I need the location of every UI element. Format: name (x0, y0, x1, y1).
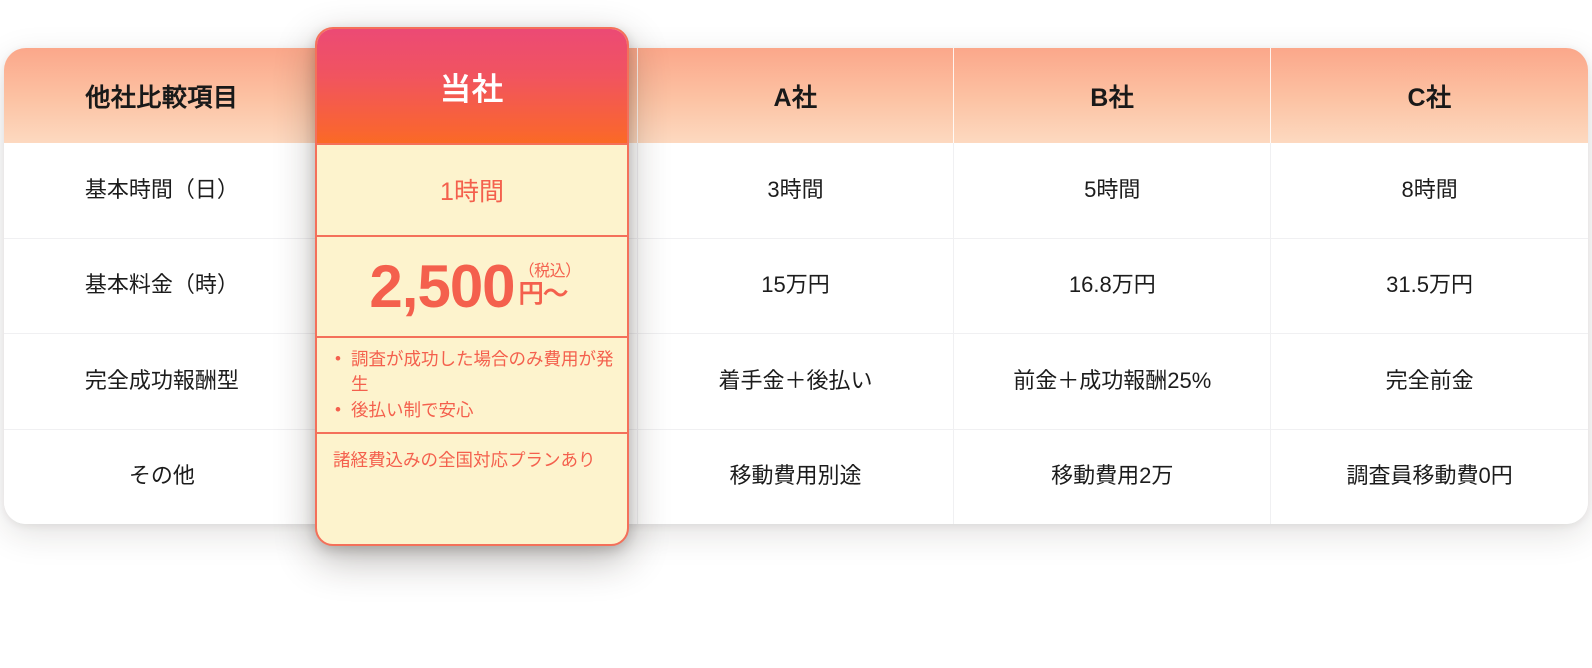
featured-card-title: 当社 (317, 29, 627, 143)
column-header-item: 他社比較項目 (4, 48, 321, 143)
featured-benefits-list: 調査が成功した場合のみ費用が発生 後払い制で安心 (333, 347, 619, 423)
row-label-success-fee: 完全成功報酬型 (4, 334, 321, 429)
cell-company-b-basic-price: 16.8万円 (954, 238, 1272, 333)
featured-price-suffix: （税込） 円〜 (518, 262, 582, 309)
table-header-row: 他社比較項目 当社 A社 B社 C社 (4, 48, 1588, 143)
cell-company-c-basic-hours: 8時間 (1271, 143, 1588, 238)
row-label-other: その他 (4, 429, 321, 524)
featured-price-number: 2,500 (369, 252, 515, 320)
table-row: 基本時間（日） 1時間 3時間 5時間 8時間 (4, 143, 1588, 239)
table-body: 基本時間（日） 1時間 3時間 5時間 8時間 基本料金（時） 2,500円〜（… (4, 143, 1588, 524)
featured-price-cell: 2,500 （税込） 円〜 (317, 235, 627, 336)
row-label-basic-hours: 基本時間（日） (4, 143, 321, 238)
cell-company-b-other: 移動費用2万 (954, 429, 1272, 524)
comparison-table: 他社比較項目 当社 A社 B社 C社 基本時間（日） 1時間 3時間 5時間 8… (4, 48, 1588, 524)
cell-company-c-success-fee: 完全前金 (1271, 334, 1588, 429)
cell-company-a-basic-hours: 3時間 (637, 143, 955, 238)
cell-company-a-success-fee: 着手金＋後払い (637, 334, 955, 429)
cell-company-c-basic-price: 31.5万円 (1271, 238, 1588, 333)
column-header-company-c: C社 (1271, 48, 1588, 143)
featured-price-tax-note: （税込） (518, 262, 582, 280)
list-item: 後払い制で安心 (335, 398, 619, 423)
cell-company-b-success-fee: 前金＋成功報酬25% (954, 334, 1272, 429)
featured-benefits-cell: 調査が成功した場合のみ費用が発生 後払い制で安心 (317, 336, 627, 432)
cell-company-c-other: 調査員移動費0円 (1271, 429, 1588, 524)
list-item: 調査が成功した場合のみ費用が発生 (335, 347, 619, 398)
column-header-company-a: A社 (637, 48, 955, 143)
featured-plan-card: 当社 1時間 2,500 （税込） 円〜 調査が成功した場合のみ費用が発生 後払… (315, 27, 629, 546)
cell-company-a-basic-price: 15万円 (637, 238, 955, 333)
featured-basic-hours-value: 1時間 (317, 143, 627, 235)
featured-price-inner: 2,500 （税込） 円〜 (369, 252, 582, 320)
featured-note-cell: 諸経費込みの全国対応プランあり (317, 432, 627, 544)
table-row: その他 諸経費込みの全国対応プランあり 移動費用別途 移動費用2万 調査員移動費… (4, 429, 1588, 524)
column-header-company-b: B社 (954, 48, 1272, 143)
featured-price-unit: 円〜 (518, 279, 569, 308)
row-label-basic-price: 基本料金（時） (4, 238, 321, 333)
cell-company-b-basic-hours: 5時間 (954, 143, 1272, 238)
cell-company-a-other: 移動費用別途 (637, 429, 955, 524)
table-row: 完全成功報酬型 調査が成功した場合のみ費用が発生／後払い制で安心 着手金＋後払い… (4, 334, 1588, 430)
table-row: 基本料金（時） 2,500円〜（税込） 15万円 16.8万円 31.5万円 (4, 238, 1588, 334)
